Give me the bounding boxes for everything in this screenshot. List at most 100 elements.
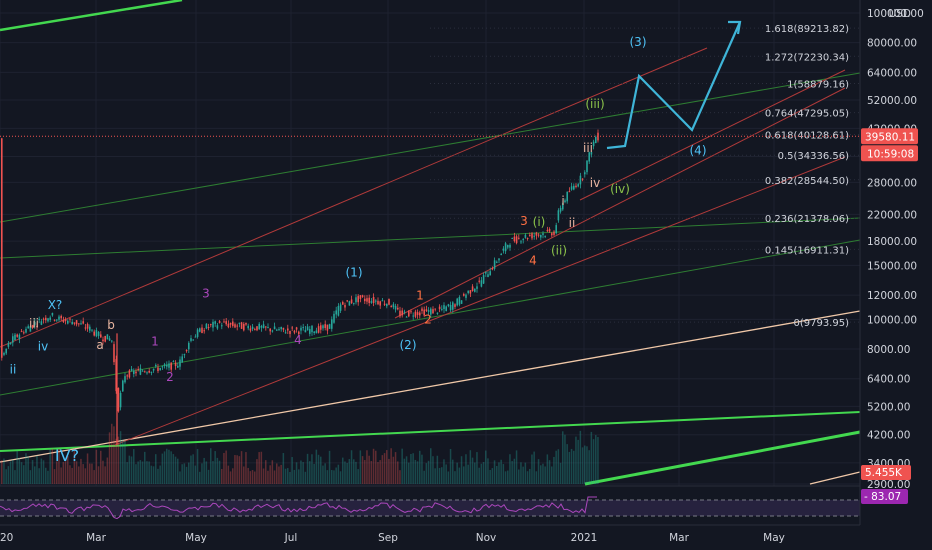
volume-bar — [251, 470, 254, 484]
volume-bar — [130, 456, 133, 484]
candle-body — [568, 191, 571, 193]
volume-bar — [216, 457, 219, 484]
volume-bar — [115, 438, 117, 484]
candle-body — [322, 325, 324, 329]
volume-bar — [135, 464, 137, 484]
channel-line-red — [579, 69, 846, 201]
volume-bar — [271, 460, 274, 484]
volume-bar — [500, 459, 502, 484]
volume-bar — [7, 466, 10, 484]
candle-body — [331, 319, 333, 329]
volume-bar — [163, 451, 166, 484]
candle-body — [443, 305, 445, 310]
volume-bar — [80, 458, 82, 484]
candle-body — [84, 327, 87, 329]
volume-bar — [326, 470, 329, 484]
volume-bar — [346, 462, 348, 484]
wave-label: 3 — [520, 214, 528, 228]
volume-bar — [564, 434, 566, 484]
volume-bar — [95, 449, 98, 484]
candle-body — [122, 380, 124, 392]
candle-body — [23, 332, 25, 334]
candle-body — [148, 370, 150, 373]
volume-bar — [566, 444, 568, 484]
candle-body — [474, 288, 476, 292]
volume-bar — [124, 440, 126, 484]
candle-body — [67, 320, 69, 324]
wave-label: iv — [590, 176, 600, 190]
candle-body — [368, 297, 370, 304]
volume-bar — [60, 467, 62, 484]
price-axis-tick: 64000.00 — [867, 67, 917, 79]
volume-bar — [570, 448, 573, 484]
candle-body — [419, 312, 421, 316]
candle-body — [291, 327, 293, 329]
volume-bar — [291, 457, 293, 484]
wave-label: 2 — [424, 312, 432, 326]
candle-body — [559, 207, 562, 212]
time-axis-tick: May — [763, 532, 785, 544]
volume-bar — [113, 426, 115, 484]
volume-bar — [579, 430, 582, 484]
fib-level-label: 1(58879.16) — [787, 79, 849, 90]
candle-body — [535, 232, 538, 236]
candle-body — [45, 317, 47, 321]
wave-label: (iv) — [610, 182, 630, 196]
candle-body — [126, 375, 128, 377]
candle-body — [304, 329, 307, 333]
trend-line-dark-green — [0, 217, 861, 259]
volume-bar — [267, 470, 269, 484]
volume-bar — [379, 460, 381, 484]
candle-body — [485, 271, 487, 274]
candle-body — [36, 326, 38, 328]
candle-body — [185, 350, 188, 352]
candle-body — [489, 271, 491, 276]
volume-bar — [328, 450, 331, 484]
volume-bar — [183, 463, 186, 484]
time-axis-bg — [0, 525, 932, 550]
candle-body — [205, 323, 208, 329]
candle-body — [201, 327, 203, 333]
candle-body — [97, 331, 100, 336]
volume-bar — [181, 464, 183, 484]
price-axis-tick: 10000.00 — [867, 314, 917, 326]
volume-bar — [546, 454, 549, 484]
candle-body — [62, 319, 65, 322]
volume-bar — [71, 467, 73, 484]
candle-body — [280, 326, 282, 330]
last-price-badge[interactable] — [861, 128, 918, 145]
candle-body — [20, 331, 23, 333]
candle-body — [546, 229, 549, 232]
candle-body — [137, 368, 139, 370]
volume-bar — [9, 461, 12, 484]
volume-bar — [128, 455, 131, 484]
candle-body — [588, 152, 590, 162]
candle-body — [370, 301, 373, 303]
volume-bar — [155, 454, 157, 484]
volume-bar — [441, 467, 443, 484]
volume-bar — [353, 459, 355, 484]
price-axis-bg — [860, 0, 932, 550]
candle-body — [73, 322, 76, 324]
countdown-badge — [861, 145, 918, 162]
trend-line-dark-green — [0, 72, 861, 223]
volume-bar — [262, 468, 265, 484]
volume-bar — [196, 449, 199, 484]
volume-bar — [265, 460, 267, 484]
volume-bar — [502, 464, 505, 484]
candle-body — [82, 321, 84, 324]
volume-bar — [91, 463, 93, 484]
volume-bar — [504, 471, 507, 484]
candle-body — [454, 304, 456, 307]
fib-level-label: 1.272(72230.34) — [765, 52, 849, 63]
candle-body — [309, 329, 311, 334]
volume-bar — [278, 466, 280, 484]
price-axis-tick: 100000.00 — [867, 8, 924, 20]
wave-label: (iii) — [585, 97, 604, 111]
candle-body — [445, 306, 447, 312]
volume-bar — [557, 449, 560, 484]
fib-level-label: 0.382(28544.50) — [765, 176, 849, 187]
volume-bar — [212, 461, 214, 484]
